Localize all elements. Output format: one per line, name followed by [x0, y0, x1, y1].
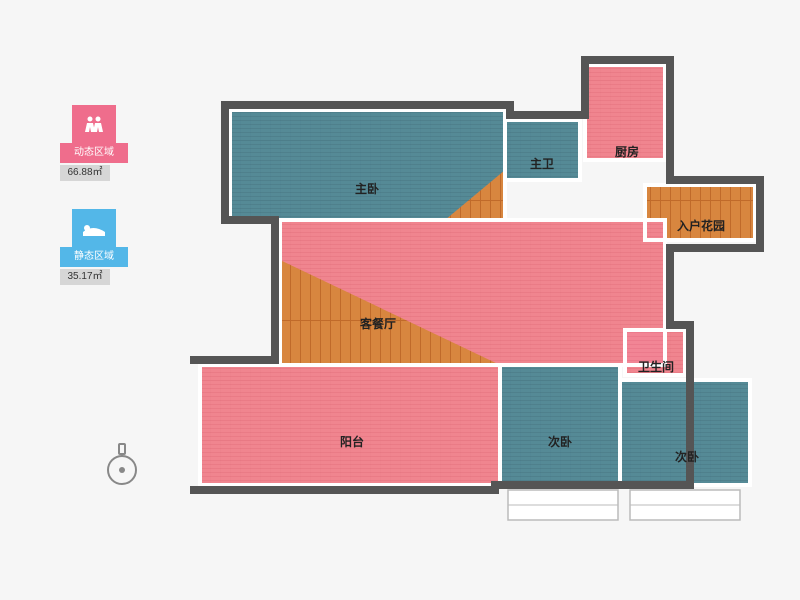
people-icon: [72, 105, 116, 145]
dynamic-zone-kitchen: [585, 65, 665, 160]
static-zone-second_br1: [500, 365, 620, 485]
static-zone-master_br: [230, 110, 505, 220]
legend-static-label: 静态区域: [60, 247, 128, 267]
static-zone-master_wc: [505, 120, 580, 180]
legend-dynamic: 动态区域 66.88㎡: [60, 105, 128, 181]
floorplan-svg: [190, 20, 790, 580]
compass-icon: [104, 440, 140, 488]
legend-dynamic-value: 66.88㎡: [60, 165, 110, 181]
static-zone-second_br2: [620, 380, 750, 485]
legend-dynamic-label: 动态区域: [60, 143, 128, 163]
legend-static: 静态区域 35.17㎡: [60, 209, 128, 285]
floorplan: 厨房主卫主卧入户花园客餐厅卫生间阳台次卧次卧: [190, 20, 790, 580]
dynamic-zone-wc: [625, 330, 685, 375]
dynamic-zone-balcony: [200, 365, 500, 485]
canvas: 动态区域 66.88㎡ 静态区域 35.17㎡: [0, 0, 800, 600]
sleep-icon: [72, 209, 116, 249]
legend-static-value: 35.17㎡: [60, 269, 110, 285]
legend: 动态区域 66.88㎡ 静态区域 35.17㎡: [60, 105, 128, 313]
